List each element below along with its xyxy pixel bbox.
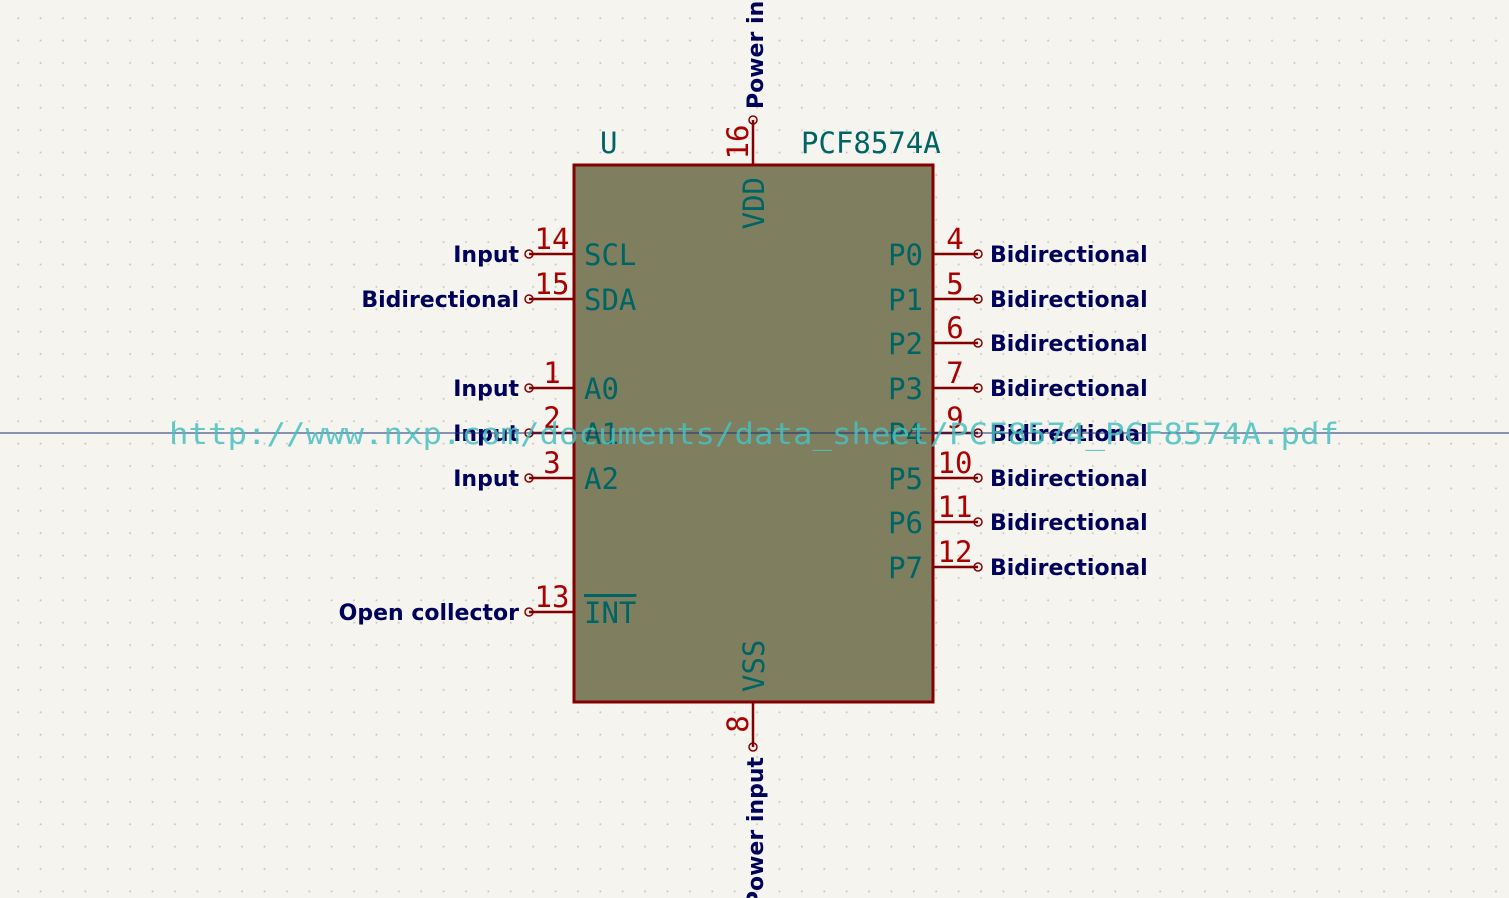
pin-a1-number: 2 (543, 401, 560, 435)
pin-vdd-type: Power input (744, 0, 769, 109)
pin-p2-number: 6 (946, 311, 963, 345)
pin-p5-number: 10 (938, 446, 973, 480)
pin-sda[interactable]: 15 SDA Bidirectional (361, 267, 636, 317)
pin-scl-name: SCL (584, 238, 636, 272)
pin-p5-name: P5 (888, 462, 923, 496)
pin-p1-name: P1 (888, 283, 923, 317)
pin-a2-name: A2 (584, 462, 619, 496)
pin-a2-type: Input (453, 467, 519, 492)
pin-p1-type: Bidirectional (990, 288, 1148, 313)
pin-p2-type: Bidirectional (990, 332, 1148, 357)
pin-p5[interactable]: 10 P5 Bidirectional (888, 446, 1148, 496)
pin-a0-number: 1 (543, 356, 560, 390)
pin-vdd-name: VDD (737, 177, 771, 229)
pin-a0-type: Input (453, 377, 519, 402)
pin-vss[interactable]: 8 VSS Power input (721, 640, 771, 898)
pin-scl-connection-point[interactable] (524, 249, 534, 259)
pin-p6[interactable]: 11 P6 Bidirectional (888, 490, 1148, 540)
pin-p2-connection-point[interactable] (973, 338, 983, 348)
pin-p5-connection-point[interactable] (973, 473, 983, 483)
pin-sda-connection-point[interactable] (524, 294, 534, 304)
pin-p2[interactable]: 6 P2 Bidirectional (888, 311, 1148, 361)
pin-vss-name: VSS (737, 640, 771, 692)
pin-scl-type: Input (453, 243, 519, 268)
pin-vdd-connection-point[interactable] (748, 115, 758, 125)
pin-a1[interactable]: 2 A1 Input (453, 401, 619, 451)
pin-p7[interactable]: 12 P7 Bidirectional (888, 535, 1148, 585)
pin-p7-name: P7 (888, 551, 923, 585)
pin-a1-type: Input (453, 422, 519, 447)
pin-int-connection-point[interactable] (524, 607, 534, 617)
pin-p0-number: 4 (946, 222, 963, 256)
pin-p3-connection-point[interactable] (973, 383, 983, 393)
pin-vdd-number: 16 (721, 125, 755, 160)
pin-int-name: INT (584, 596, 636, 630)
pin-int-number: 13 (535, 580, 570, 614)
pin-p4-name: P4 (888, 417, 923, 451)
pin-vdd[interactable]: 16 VDD Power input (721, 0, 771, 229)
pin-p3-number: 7 (946, 356, 963, 390)
pin-p2-name: P2 (888, 327, 923, 361)
reference-designator[interactable]: U (600, 126, 617, 160)
pin-p0-connection-point[interactable] (973, 249, 983, 259)
pin-p6-type: Bidirectional (990, 511, 1148, 536)
pin-a2-number: 3 (543, 446, 560, 480)
pin-p4-number: 9 (946, 401, 963, 435)
pin-vss-connection-point[interactable] (748, 742, 758, 752)
pin-p6-number: 11 (938, 490, 973, 524)
pin-a0-connection-point[interactable] (524, 383, 534, 393)
pin-p1-connection-point[interactable] (973, 294, 983, 304)
pin-a1-name: A1 (584, 417, 619, 451)
pin-p0[interactable]: 4 P0 Bidirectional (888, 222, 1148, 272)
pin-p5-type: Bidirectional (990, 467, 1148, 492)
pin-scl-number: 14 (535, 222, 570, 256)
pin-vss-type: Power input (744, 757, 769, 898)
pin-p1[interactable]: 5 P1 Bidirectional (888, 267, 1148, 317)
pin-sda-number: 15 (535, 267, 570, 301)
pin-p6-connection-point[interactable] (973, 517, 983, 527)
pin-p6-name: P6 (888, 506, 923, 540)
component-value[interactable]: PCF8574A (801, 126, 941, 160)
pin-p3-type: Bidirectional (990, 377, 1148, 402)
pin-int[interactable]: 13 INT Open collector (339, 580, 637, 630)
pin-p1-number: 5 (946, 267, 963, 301)
pin-sda-type: Bidirectional (361, 288, 519, 313)
pin-p0-type: Bidirectional (990, 243, 1148, 268)
pin-p7-connection-point[interactable] (973, 562, 983, 572)
pin-a2[interactable]: 3 A2 Input (453, 446, 619, 496)
pin-p3-name: P3 (888, 372, 923, 406)
datasheet-url[interactable]: http://www.nxp.com/documents/data_sheet/… (169, 417, 1339, 452)
pin-int-type: Open collector (339, 601, 520, 626)
pin-a2-connection-point[interactable] (524, 473, 534, 483)
pin-p7-number: 12 (938, 535, 973, 569)
pin-p3[interactable]: 7 P3 Bidirectional (888, 356, 1148, 406)
pin-a0[interactable]: 1 A0 Input (453, 356, 619, 406)
pin-scl[interactable]: 14 SCL Input (453, 222, 636, 272)
pin-p0-name: P0 (888, 238, 923, 272)
pin-p7-type: Bidirectional (990, 556, 1148, 581)
pin-vss-number: 8 (721, 715, 755, 732)
pin-sda-name: SDA (584, 283, 636, 317)
pin-a0-name: A0 (584, 372, 619, 406)
pin-p4-type: Bidirectional (990, 422, 1148, 447)
